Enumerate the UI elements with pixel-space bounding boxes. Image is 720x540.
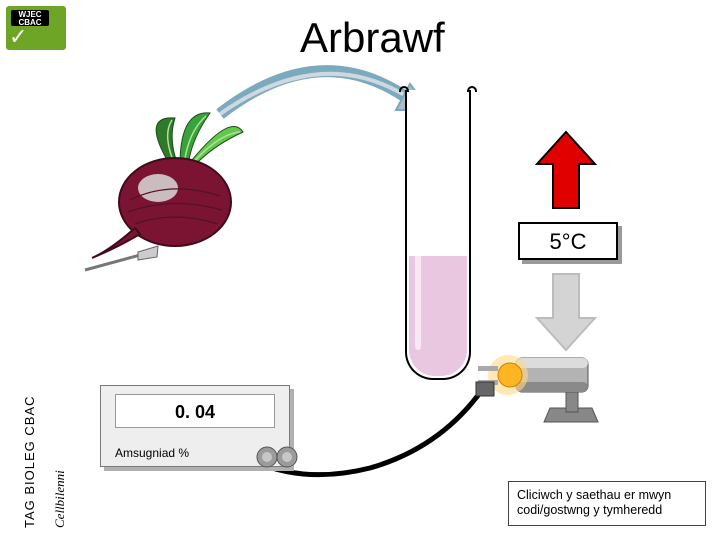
meter-value: 0. 04	[115, 394, 275, 428]
instruction-box: Cliciwch y saethau er mwyn codi/gostwng …	[508, 481, 706, 526]
absorbance-meter: 0. 04 Amsugniad %	[100, 385, 290, 467]
tube-rim-left	[399, 86, 409, 92]
sidebar-course: TAG BIOLEG CBAC	[22, 395, 37, 528]
tube-rim-right	[467, 86, 477, 92]
sidebar-topic: Cellbilenni	[52, 470, 68, 528]
sidebar-labels: TAG BIOLEG CBAC Cellbilenni	[12, 370, 40, 530]
temperature-display: 5°C	[518, 222, 618, 260]
test-tube	[405, 90, 471, 380]
check-icon: ✓	[9, 24, 27, 50]
logo-badge: WJEC CBAC ✓	[6, 6, 66, 50]
tube-highlight	[415, 100, 421, 350]
beetroot-image	[80, 110, 280, 280]
meter-knobs-icon	[255, 442, 299, 472]
increase-temp-button[interactable]	[535, 130, 597, 212]
tube-wall	[405, 90, 471, 380]
meter-label: Amsugniad %	[115, 446, 189, 460]
